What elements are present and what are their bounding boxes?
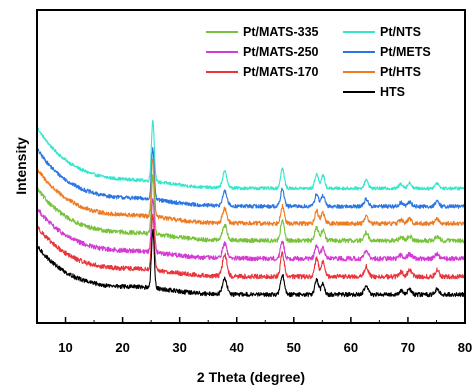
x-tick-label: 50 [287, 340, 301, 355]
series-line-pt-mats-250 [36, 198, 466, 262]
y-axis-title: Intensity [13, 137, 29, 195]
x-tick-label: 80 [458, 340, 472, 355]
legend-label: Pt/HTS [380, 65, 421, 79]
legend-label: Pt/NTS [380, 25, 421, 39]
plot-frame [36, 9, 466, 324]
series-layer [36, 119, 466, 298]
series-line-pt-nts [36, 119, 466, 191]
series-line-pt-mats-170 [36, 213, 466, 280]
x-tick-label: 30 [172, 340, 186, 355]
legend-label: HTS [380, 85, 405, 99]
series-line-pt-hts [36, 159, 466, 227]
x-tick-label: 60 [344, 340, 358, 355]
series-line-pt-mets [36, 146, 466, 209]
x-axis: 10 20 30 40 50 60 70 80 [36, 317, 472, 355]
x-tick-label: 10 [58, 340, 72, 355]
x-axis-title: 2 Theta (degree) [197, 369, 305, 385]
x-tick-label: 40 [229, 340, 243, 355]
legend-label: Pt/MATS-335 [243, 25, 319, 39]
legend-label: Pt/MATS-250 [243, 45, 319, 59]
x-tick-label: 20 [115, 340, 129, 355]
legend-label: Pt/MATS-170 [243, 65, 319, 79]
x-tick-label: 70 [401, 340, 415, 355]
legend-label: Pt/METS [380, 45, 431, 59]
series-line-pt-mats-335 [36, 174, 466, 244]
series-line-hts [36, 228, 466, 298]
legend: Pt/MATS-335 Pt/MATS-250 Pt/MATS-170 Pt/NTS P… [206, 25, 431, 99]
